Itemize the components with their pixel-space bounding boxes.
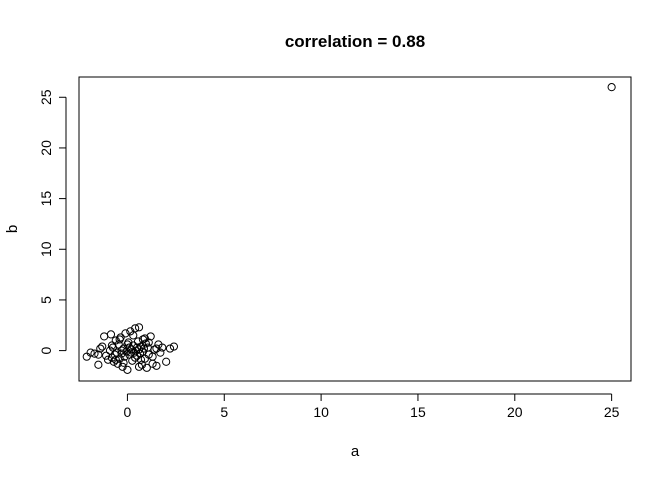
data-point [117, 346, 126, 355]
data-point [134, 323, 144, 332]
data-point [103, 355, 113, 364]
y-tick-label: 5 [38, 296, 54, 304]
chart-title: correlation = 0.88 [285, 32, 425, 51]
data-point [90, 349, 99, 358]
data-point [129, 331, 138, 340]
x-tick-label: 0 [124, 404, 132, 420]
data-point [134, 345, 144, 354]
data-point [86, 348, 95, 357]
y-tick-label: 0 [38, 346, 54, 354]
data-point [127, 345, 136, 354]
data-point [142, 363, 151, 372]
data-point [94, 350, 103, 359]
y-tick-label: 20 [38, 140, 54, 156]
x-tick-label: 5 [220, 404, 228, 420]
x-tick-label: 25 [604, 404, 620, 420]
data-point [152, 361, 161, 370]
data-point [134, 362, 144, 371]
data-point [138, 347, 148, 356]
data-point [98, 342, 107, 351]
data-points [82, 83, 616, 374]
data-point [146, 332, 155, 341]
x-tick-label: 20 [507, 404, 523, 420]
x-axis-label: a [351, 443, 360, 460]
data-point [106, 330, 116, 339]
data-point [158, 343, 167, 352]
data-point [148, 359, 157, 368]
y-axis-label: b [4, 225, 21, 233]
data-point [102, 351, 111, 360]
data-point [140, 334, 149, 343]
data-point [96, 344, 105, 353]
data-point [121, 329, 130, 338]
data-point [111, 355, 120, 364]
y-tick-label: 10 [38, 241, 54, 257]
data-point [119, 358, 128, 367]
data-point [115, 335, 124, 344]
data-point [131, 353, 140, 362]
y-tick-label: 15 [38, 191, 54, 207]
data-point [162, 357, 171, 366]
y-tick-label: 25 [38, 89, 54, 105]
data-point [128, 356, 137, 365]
data-point [123, 365, 132, 374]
data-point [117, 349, 126, 358]
x-tick-label: 15 [410, 404, 426, 420]
data-point [165, 344, 175, 353]
data-point [127, 348, 136, 357]
data-point [169, 342, 179, 351]
data-point [152, 344, 161, 353]
data-point [607, 83, 616, 92]
data-point [107, 353, 117, 362]
data-point [107, 341, 117, 350]
x-tick-label: 10 [313, 404, 329, 420]
data-point [123, 340, 132, 349]
data-point [133, 343, 142, 352]
y-axis: 0 5 10 15 20 25 [38, 89, 67, 354]
x-axis: 0 5 10 15 20 25 [124, 393, 620, 420]
plot-frame [78, 76, 632, 382]
data-point [94, 360, 103, 369]
